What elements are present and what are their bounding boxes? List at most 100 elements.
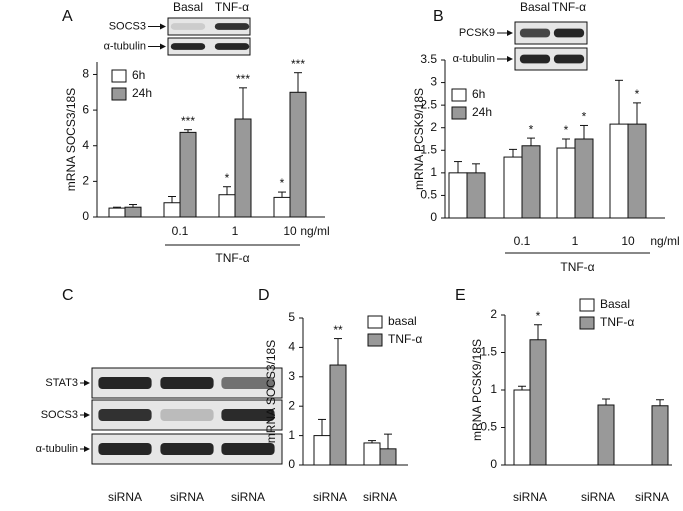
blot-band (553, 28, 585, 38)
error-bar (562, 138, 570, 149)
x-tick-label: siRNA (313, 490, 347, 504)
arrow-head (84, 446, 90, 452)
bar (363, 442, 381, 466)
blot-box (514, 21, 588, 45)
significance: * (536, 309, 541, 323)
blot-lane-label: scramble (101, 509, 150, 511)
bar (574, 138, 594, 219)
blot-row-label: STAT3 (45, 377, 78, 389)
error-bar (129, 204, 137, 208)
y-tick-label: 2 (490, 307, 497, 321)
bar (513, 389, 531, 466)
x-tick-label: siRNA (363, 490, 397, 504)
blot-band (519, 28, 551, 38)
y-tick-label: 6 (82, 102, 89, 116)
error-bar (184, 129, 192, 133)
x-tick-label: 0.1 (514, 234, 531, 248)
x-tick-label: siRNA (513, 490, 547, 504)
y-axis-label: mRNA SOCS3/18S (64, 88, 78, 191)
legend-swatch (579, 298, 595, 312)
y-tick-label: 1 (430, 165, 437, 179)
arrow-head (84, 412, 90, 418)
error-bar (602, 398, 610, 405)
y-tick-label: 4 (288, 340, 295, 354)
significance: * (225, 171, 230, 185)
bar (179, 131, 197, 218)
blot-lane-label: STAT3 (230, 509, 266, 511)
legend-swatch (579, 316, 595, 330)
panel-letter: D (258, 287, 270, 304)
blot-lane-label: siRNA (170, 490, 204, 504)
error-bar (656, 399, 664, 406)
y-tick-label: 1 (490, 382, 497, 396)
y-axis-label: mRNA PCSK9/18S (470, 339, 484, 441)
significance: *** (236, 72, 250, 86)
blot-lane-label: siRNA (231, 490, 265, 504)
blot-row-label: α-tubulin (36, 443, 78, 455)
legend-label: TNF-α (388, 332, 422, 346)
x-tick-label: scramble (306, 509, 355, 511)
error-bar (368, 440, 376, 443)
panel-letter: C (62, 287, 74, 304)
x-tick-label: 1 (232, 224, 239, 238)
error-bar (318, 418, 326, 436)
blot-row-label: α-tubulin (104, 40, 146, 52)
legend-swatch (111, 87, 127, 101)
x-tick-label: STAT3 (634, 509, 670, 511)
y-tick-label: 0 (430, 210, 437, 224)
error-bar (168, 196, 176, 203)
y-tick-label: 2 (82, 174, 89, 188)
bar (597, 404, 615, 466)
blot-band (98, 377, 152, 389)
y-tick-label: 1.5 (420, 142, 437, 156)
error-bar (615, 79, 623, 125)
bar (609, 123, 629, 219)
error-bar (472, 163, 480, 173)
y-tick-label: 1.5 (480, 345, 497, 359)
legend-label: 24h (132, 86, 152, 100)
blot-column-label: Basal (173, 0, 203, 14)
error-bar (633, 102, 641, 125)
x-tick-label: STAT3 (362, 509, 398, 511)
blot-band (221, 443, 275, 455)
blot-band (221, 409, 275, 421)
legend-swatch (451, 88, 467, 102)
significance: *** (291, 57, 305, 71)
blot-band (214, 23, 250, 30)
legend-label: TNF-α (600, 315, 634, 329)
error-bar (518, 385, 526, 390)
legend-label: Basal (600, 297, 630, 311)
legend-swatch (367, 315, 383, 329)
x-tick-label: siRNA (581, 490, 615, 504)
arrow-head (160, 23, 166, 30)
x-tick-label: 1 (572, 234, 579, 248)
arrow-head (160, 43, 166, 50)
significance: * (564, 123, 569, 137)
y-tick-label: 0.5 (480, 420, 497, 434)
y-tick-label: 3 (430, 75, 437, 89)
bar (627, 123, 647, 219)
y-tick-label: 2 (288, 398, 295, 412)
legend-swatch (451, 106, 467, 120)
bar (124, 206, 142, 218)
blot-row-label: α-tubulin (453, 53, 495, 65)
blot-box (514, 47, 588, 71)
y-tick-label: 0 (288, 457, 295, 471)
error-bar (113, 206, 121, 209)
blot-band (214, 43, 250, 50)
significance: * (529, 122, 534, 136)
legend-swatch (367, 333, 383, 347)
error-bar (454, 161, 462, 173)
significance: * (582, 110, 587, 124)
panel-letter: A (62, 8, 73, 25)
blot-row-label: PCSK9 (459, 27, 495, 39)
y-axis-label: mRNA SOCS3/18S (264, 340, 278, 443)
blot-row-label: SOCS3 (109, 20, 146, 32)
bar (466, 172, 486, 219)
blot-band (98, 409, 152, 421)
x-tick-label: SOCS3 (578, 509, 619, 511)
significance: * (280, 176, 285, 190)
bar (163, 202, 181, 218)
blot-lane-label: SOCS3 (167, 509, 208, 511)
blot-box (167, 37, 251, 56)
